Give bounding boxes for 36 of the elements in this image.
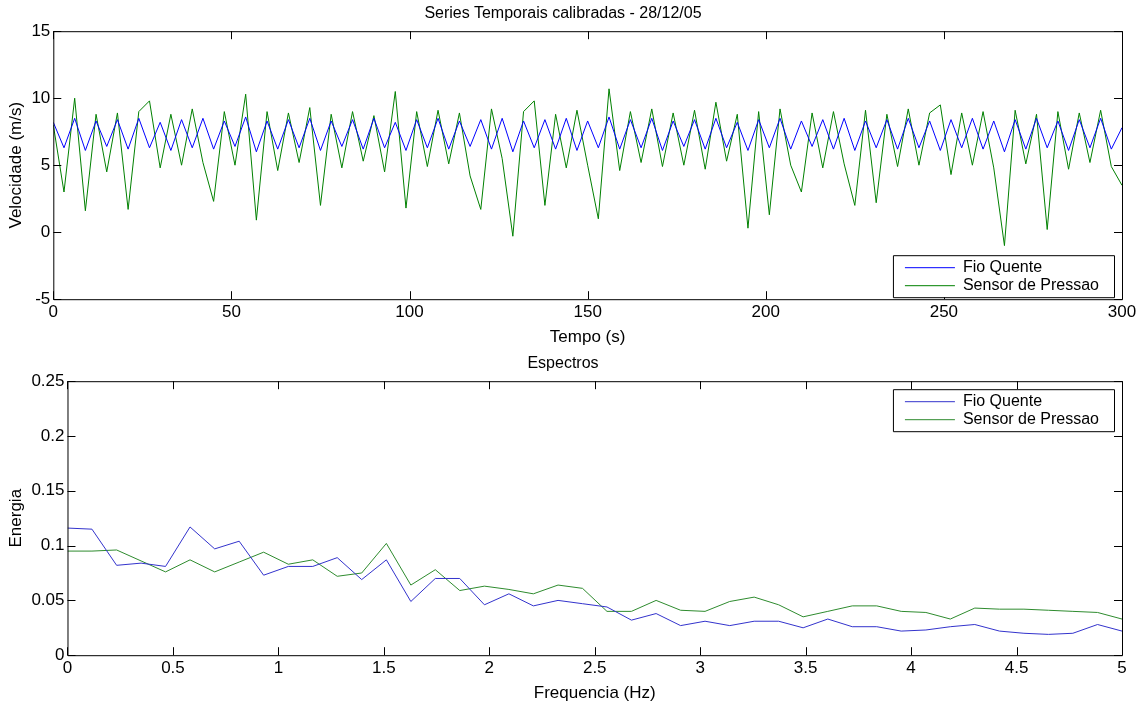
legend-label: Sensor de Pressao [962,275,1100,293]
x-tick-label: 150 [573,302,602,322]
y-tick-label: 15 [31,20,51,40]
x-axis-title: Frequencia (Hz) [533,683,656,703]
legend-label: Fio Quente [962,391,1043,409]
x-tick-label: 2.5 [582,658,607,678]
x-tick-label: 4 [906,658,916,678]
x-tick-label: 300 [1107,302,1137,322]
x-tick-label: 4.5 [1004,658,1029,678]
y-tick-label: 0 [55,644,65,664]
y-tick-label: 0.05 [31,590,65,610]
x-tick-label: 100 [395,302,424,322]
chart-title: Series Temporais calibradas - 28/12/05 [424,4,702,22]
y-tick-label: 5 [40,154,51,174]
x-tick-label: 3.5 [793,658,818,678]
y-tick-label: 0 [40,221,51,241]
y-tick-label: 0.1 [40,535,65,555]
y-tick-label: 0.15 [31,480,65,500]
x-tick-label: 250 [929,302,959,322]
chart-title: Espectros [527,354,599,372]
x-tick-label: 200 [751,302,780,322]
x-tick-label: 0.5 [161,658,185,678]
y-axis-title: Energia [5,488,25,548]
legend-label: Fio Quente [962,257,1043,275]
x-tick-label: 50 [221,302,241,322]
y-tick-label: 0.2 [40,425,65,445]
legend-label: Sensor de Pressao [962,409,1100,427]
x-tick-label: 5 [1117,658,1127,678]
x-tick-label: 2 [484,658,495,678]
y-tick-label: 10 [31,87,51,107]
x-tick-label: 1.5 [372,658,396,678]
y-tick-label: 0.25 [31,370,65,390]
x-tick-label: 3 [695,658,705,678]
x-axis-title: Tempo (s) [549,327,626,347]
x-tick-label: 1 [273,658,284,678]
y-axis-title: Velocidade (m/s) [5,101,25,229]
